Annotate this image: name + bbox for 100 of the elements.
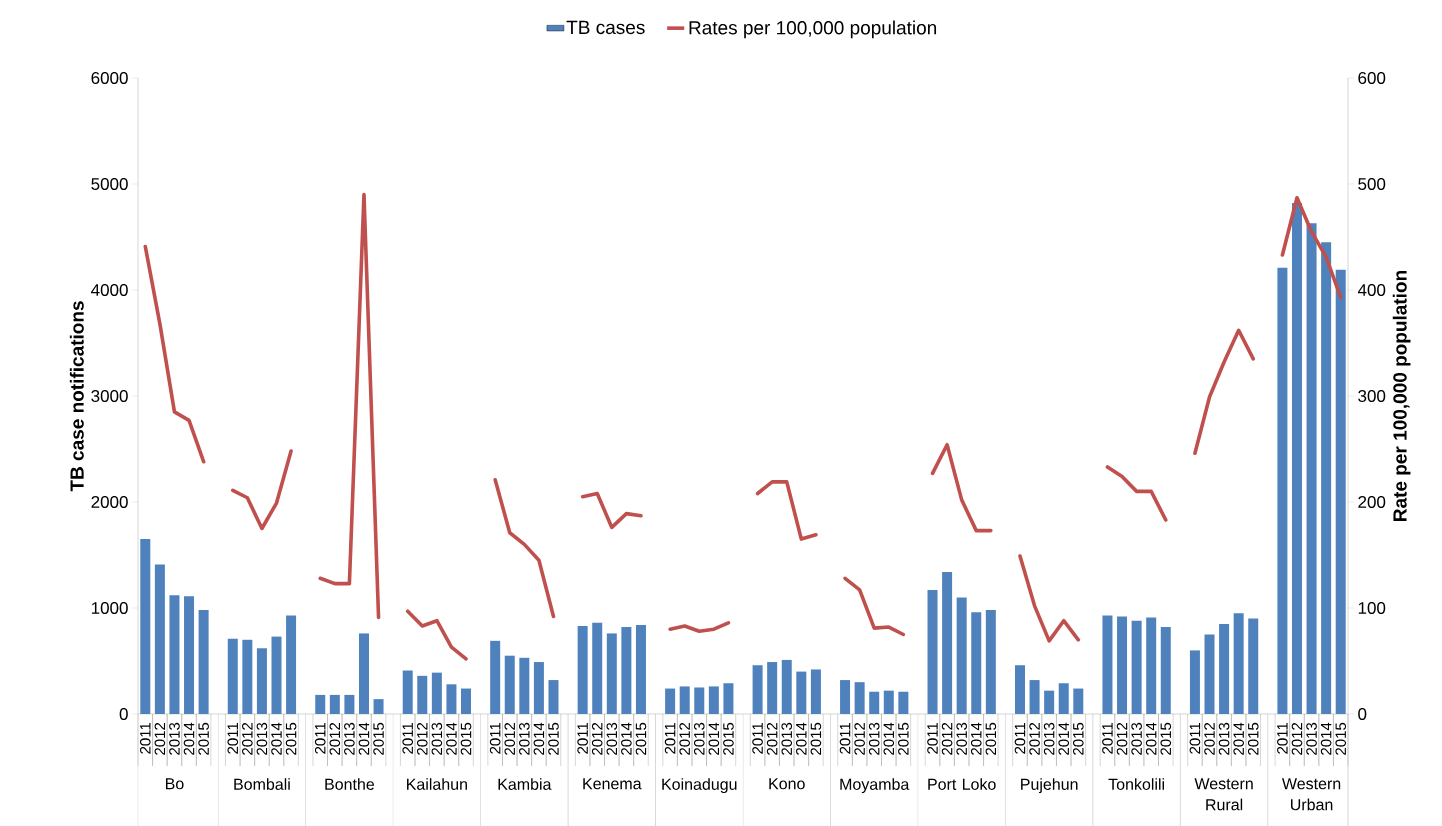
bar	[1058, 683, 1069, 714]
x-tick-label: 2014	[271, 722, 282, 755]
bar	[708, 686, 719, 714]
y-tick-label: 1000	[91, 601, 128, 615]
x-tick-label: 2014	[970, 722, 982, 755]
y2-tick-label: 500	[1358, 177, 1386, 191]
bar	[519, 657, 530, 714]
y-tick-label: 0	[119, 707, 128, 721]
x-tick-label: 2014	[1145, 722, 1157, 755]
x-tick-label: 2013	[1043, 722, 1055, 755]
x-tick-label: 2013	[781, 722, 793, 755]
x-tick-label: 2012	[766, 722, 778, 755]
bar	[752, 665, 763, 714]
x-tick-label: 2015	[723, 722, 734, 755]
text: Tonkolili	[1108, 778, 1164, 790]
bar	[358, 633, 369, 714]
x-tick-label: 2012	[416, 722, 428, 755]
bar	[1219, 623, 1230, 714]
x-tick-label: 2011	[139, 722, 151, 754]
bar	[373, 699, 384, 714]
bar	[621, 627, 632, 714]
x-tick-label: 2012	[329, 722, 341, 755]
x-tick-label: 2015	[373, 722, 384, 755]
x-tick-label: 2014	[621, 722, 632, 755]
x-tick-label: 2013	[256, 722, 268, 755]
x-tick-label: 2011	[402, 722, 414, 754]
y2-tick-label: 200	[1358, 495, 1386, 509]
bar	[781, 659, 792, 714]
x-tick-label: 2013	[1131, 722, 1142, 755]
bar	[767, 662, 778, 714]
x-tick-label: 2015	[460, 722, 472, 755]
x-tick-label: 2012	[1291, 722, 1303, 755]
x-tick-label: 2013	[693, 722, 705, 755]
bar	[723, 683, 734, 714]
bar	[504, 655, 515, 714]
bar	[840, 680, 851, 714]
bar	[665, 688, 676, 714]
x-tick-label: 2012	[154, 722, 166, 755]
bar	[679, 686, 690, 714]
bar	[1117, 616, 1128, 714]
x-tick-label: 2011	[227, 722, 239, 754]
x-tick-label: 2011	[489, 722, 501, 754]
x-tick-label: 2013	[956, 722, 967, 755]
x-tick-label: 2012	[1116, 722, 1128, 755]
bar	[971, 612, 982, 714]
bar	[329, 694, 340, 714]
bar	[256, 648, 267, 714]
text: Kambia	[498, 778, 552, 790]
bar	[956, 597, 967, 714]
y-tick-label: 6000	[91, 71, 128, 85]
bar	[1306, 223, 1317, 714]
bar	[985, 610, 996, 714]
bar	[140, 539, 151, 714]
x-tick-label: 2011	[1102, 722, 1113, 754]
bar	[548, 680, 559, 714]
text: Western Rural	[1194, 778, 1253, 811]
bar	[898, 691, 909, 714]
x-tick-label: 2011	[752, 722, 763, 754]
bar	[315, 694, 326, 714]
y2-tick-label: 300	[1358, 389, 1386, 403]
x-tick-label: 2012	[591, 722, 603, 755]
bar	[1014, 665, 1025, 714]
text: Kenema	[583, 778, 642, 790]
bar	[927, 589, 938, 714]
x-tick-label: 2015	[1160, 722, 1172, 755]
x-tick-label: 2013	[1218, 722, 1230, 755]
bar	[635, 624, 646, 714]
bar	[810, 669, 821, 714]
x-tick-label: 2011	[1277, 722, 1288, 754]
y2-tick-label: 0	[1358, 707, 1367, 721]
bar	[184, 596, 195, 714]
text: Bonthe	[325, 778, 375, 790]
x-tick-label: 2015	[985, 722, 997, 755]
x-tick-label: 2013	[431, 722, 443, 755]
bar	[1321, 242, 1332, 714]
text: Bombali	[234, 778, 290, 790]
x-tick-label: 2015	[635, 722, 647, 755]
bar	[869, 691, 880, 714]
text: Kono	[769, 778, 805, 790]
y-tick-label: 4000	[91, 283, 128, 297]
bar	[461, 688, 472, 714]
text: Pujehun	[1021, 778, 1078, 794]
x-tick-label: 2012	[242, 722, 253, 755]
x-tick-label: 2012	[941, 722, 953, 755]
bar	[1102, 615, 1113, 714]
bar	[942, 571, 953, 714]
bar	[1131, 620, 1142, 714]
bar	[883, 690, 894, 714]
bar	[431, 672, 442, 714]
bar	[1073, 688, 1084, 714]
bar	[1204, 634, 1215, 714]
text: Kailahun	[407, 778, 467, 790]
x-tick-label: 2012	[679, 722, 690, 755]
x-tick-label: 2011	[314, 722, 326, 754]
bar	[490, 640, 501, 714]
y-axis-title: TB case notifications	[69, 301, 84, 492]
x-tick-label: 2014	[446, 722, 457, 755]
x-tick-label: 2015	[898, 722, 909, 755]
bar	[286, 615, 297, 714]
bar	[417, 675, 428, 714]
